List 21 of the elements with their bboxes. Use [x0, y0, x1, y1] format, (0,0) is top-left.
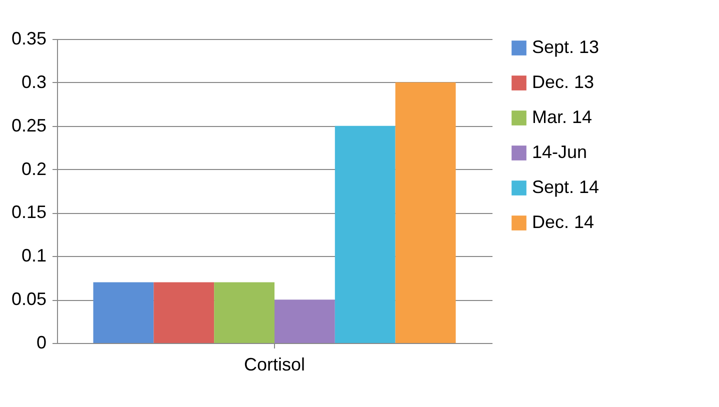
bar: [274, 300, 335, 343]
legend-label: Dec. 14: [532, 212, 594, 232]
bar: [93, 282, 154, 343]
legend-label: 14-Jun: [532, 142, 588, 162]
bar: [154, 282, 214, 343]
legend-label: Sept. 13: [532, 37, 600, 57]
bar: [214, 282, 274, 343]
y-tick-label: 0.05: [11, 289, 46, 310]
y-tick-label: 0.25: [11, 115, 46, 136]
legend-label: Mar. 14: [532, 107, 592, 127]
y-tick-label: 0.2: [21, 158, 46, 179]
y-tick-label: 0.35: [11, 28, 46, 48]
legend-label: Sept. 14: [532, 177, 600, 197]
bar: [395, 82, 456, 343]
y-tick-label: 0: [36, 332, 46, 352]
x-tick-label: Cortisol: [244, 354, 306, 374]
legend-label: Dec. 13: [532, 72, 594, 92]
y-tick-label: 0.3: [21, 72, 46, 92]
bar: [334, 126, 396, 343]
y-tick-label: 0.1: [21, 246, 46, 266]
y-tick-label: 0.15: [11, 202, 46, 222]
